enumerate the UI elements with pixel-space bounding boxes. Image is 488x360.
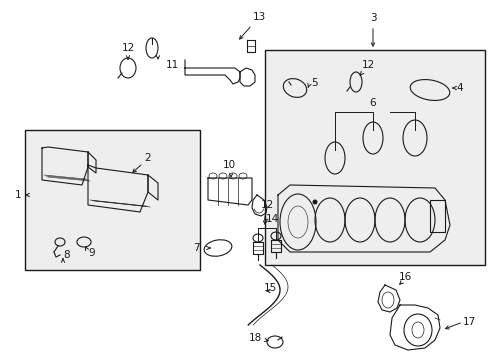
Text: 12: 12: [361, 60, 374, 70]
Text: 13: 13: [252, 12, 265, 22]
Text: 17: 17: [462, 317, 475, 327]
Text: 16: 16: [398, 272, 411, 282]
Bar: [25, 130, 200, 270]
Text: 14: 14: [265, 214, 278, 224]
Text: 9: 9: [88, 248, 95, 258]
Text: 2: 2: [144, 153, 151, 163]
Bar: [429, 200, 444, 232]
Text: 11: 11: [165, 60, 178, 70]
Text: 7: 7: [192, 243, 199, 253]
Text: 8: 8: [63, 250, 70, 260]
Text: 15: 15: [263, 283, 276, 293]
Text: 5: 5: [311, 78, 318, 88]
Text: 10: 10: [222, 160, 235, 170]
Text: 6: 6: [369, 98, 376, 108]
Ellipse shape: [312, 199, 317, 204]
Text: 3: 3: [369, 13, 376, 23]
Text: 12: 12: [121, 43, 134, 53]
Text: 1: 1: [15, 190, 21, 200]
Text: 12: 12: [260, 200, 273, 210]
Bar: [264, 50, 484, 265]
Text: 18: 18: [248, 333, 261, 343]
Text: 4: 4: [456, 83, 462, 93]
